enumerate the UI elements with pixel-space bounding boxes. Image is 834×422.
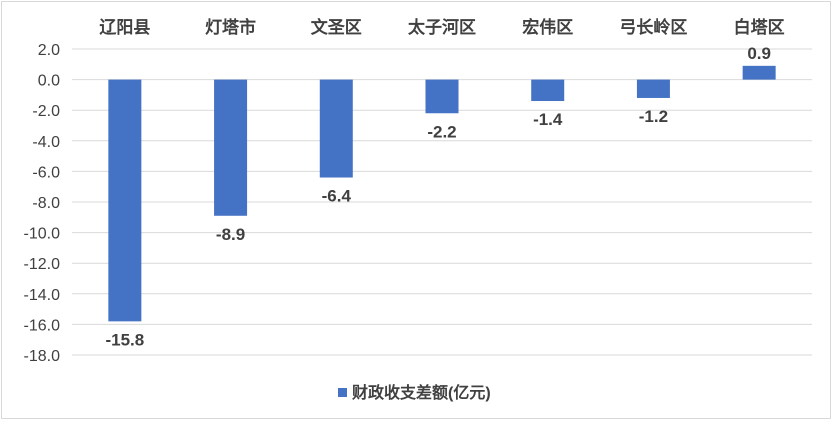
bar	[108, 79, 142, 322]
category-label: 辽阳县	[99, 18, 150, 37]
data-label: -1.2	[639, 107, 668, 126]
legend-swatch	[338, 388, 347, 397]
category-label: 弓长岭区	[619, 17, 687, 37]
y-tick-label: -16.0	[24, 317, 61, 334]
bar	[319, 79, 353, 178]
data-label: -2.2	[427, 122, 456, 141]
data-label: 0.9	[747, 44, 771, 63]
y-tick-label: -2.0	[32, 103, 60, 120]
category-label: 宏伟区	[522, 17, 573, 37]
y-tick-label: 2.0	[38, 42, 60, 59]
legend: 财政收支差额(亿元)	[338, 383, 491, 402]
category-label: 灯塔市	[205, 17, 256, 37]
y-tick-label: -18.0	[24, 348, 61, 365]
bar	[742, 65, 776, 80]
y-tick-label: -6.0	[32, 164, 60, 181]
category-labels: 辽阳县 灯塔市 文圣区 太子河区 宏伟区 弓长岭区 白塔区	[99, 17, 784, 37]
bar	[636, 79, 670, 98]
category-label: 文圣区	[311, 17, 362, 37]
y-tick-label: -4.0	[32, 134, 60, 151]
y-tick-label: -10.0	[24, 226, 61, 243]
data-label: -1.4	[533, 110, 563, 129]
y-axis: 2.0 0.0 -2.0 -4.0 -6.0 -8.0 -10.0 -12.0 -14.0 -16…	[24, 42, 61, 365]
data-label: -6.4	[322, 187, 352, 206]
category-label: 白塔区	[734, 17, 785, 37]
y-tick-label: -8.0	[32, 195, 60, 212]
bar	[214, 79, 248, 216]
legend-label: 财政收支差额(亿元)	[351, 383, 491, 402]
data-label: -15.8	[105, 330, 144, 349]
bar	[531, 79, 565, 102]
y-tick-label: -14.0	[24, 287, 61, 304]
bar	[425, 79, 459, 114]
bars	[108, 65, 776, 322]
gridlines	[72, 48, 812, 356]
data-label: -8.9	[216, 225, 245, 244]
y-tick-label: 0.0	[38, 73, 60, 90]
y-tick-label: -12.0	[24, 256, 61, 273]
category-label: 太子河区	[408, 17, 476, 37]
data-labels: -15.8 -8.9 -6.4 -2.2 -1.4 -1.2 0.9	[105, 44, 770, 350]
